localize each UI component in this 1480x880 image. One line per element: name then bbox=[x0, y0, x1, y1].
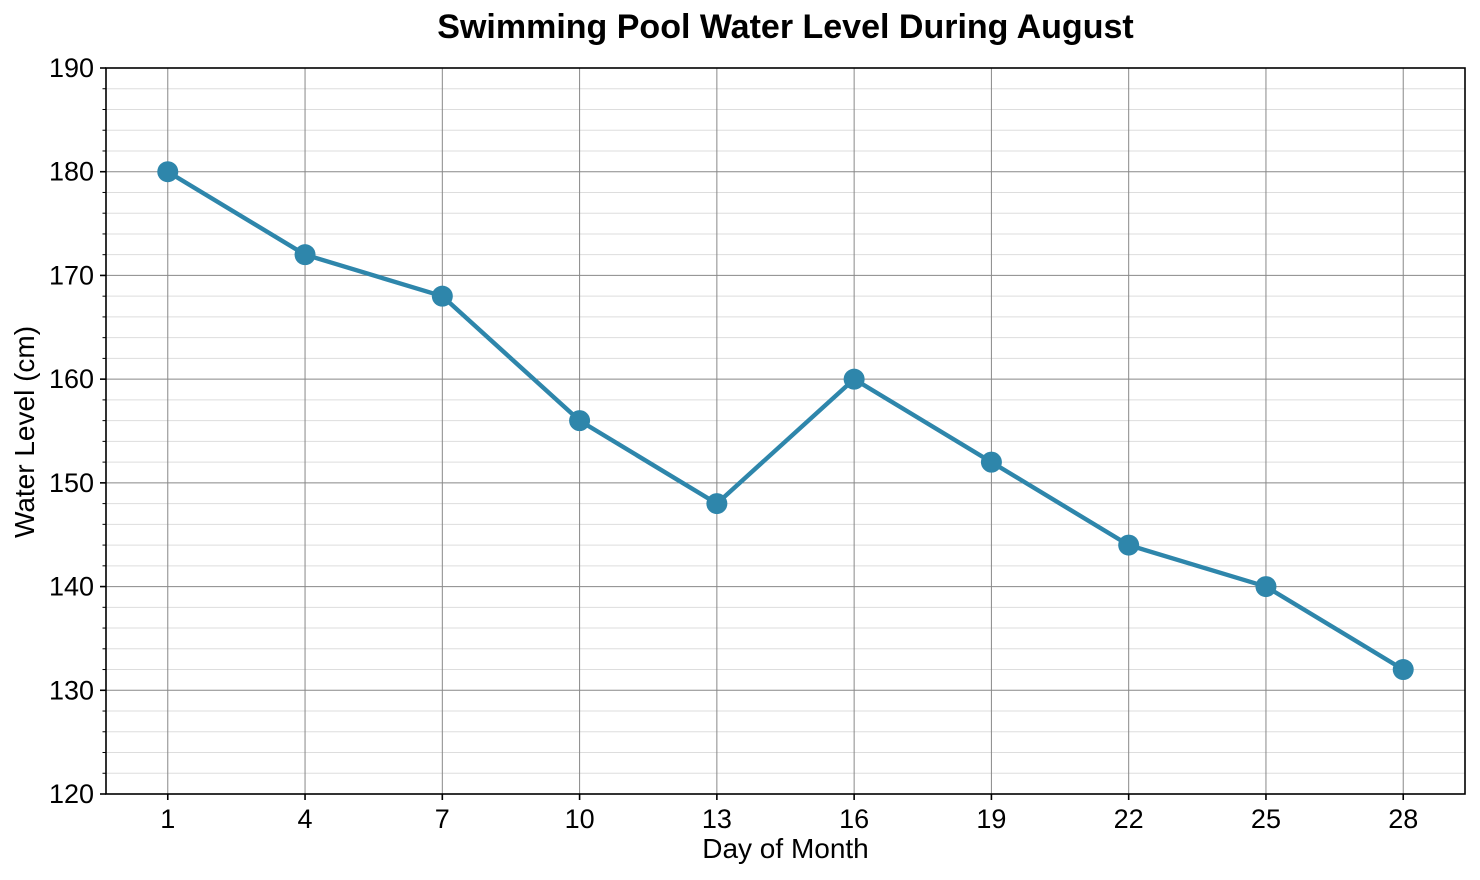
svg-text:170: 170 bbox=[49, 260, 94, 290]
svg-text:180: 180 bbox=[49, 157, 94, 187]
svg-text:140: 140 bbox=[49, 572, 94, 602]
svg-text:7: 7 bbox=[435, 804, 450, 834]
svg-text:1: 1 bbox=[160, 804, 175, 834]
svg-text:150: 150 bbox=[49, 468, 94, 498]
svg-text:10: 10 bbox=[565, 804, 595, 834]
svg-text:4: 4 bbox=[298, 804, 313, 834]
svg-text:28: 28 bbox=[1388, 804, 1418, 834]
svg-text:25: 25 bbox=[1251, 804, 1281, 834]
svg-text:120: 120 bbox=[49, 779, 94, 809]
svg-text:130: 130 bbox=[49, 675, 94, 705]
svg-text:19: 19 bbox=[976, 804, 1006, 834]
svg-text:160: 160 bbox=[49, 364, 94, 394]
svg-text:190: 190 bbox=[49, 53, 94, 83]
svg-text:16: 16 bbox=[839, 804, 869, 834]
svg-text:22: 22 bbox=[1114, 804, 1144, 834]
svg-text:13: 13 bbox=[702, 804, 732, 834]
